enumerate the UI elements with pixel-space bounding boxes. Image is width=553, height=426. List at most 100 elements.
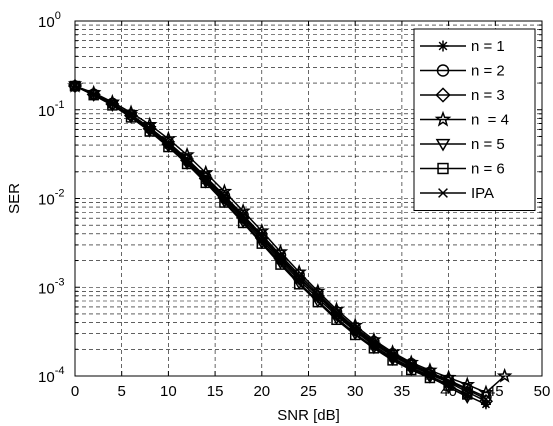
y-tick-base: 10 [38,103,55,120]
x-marker [444,376,454,386]
diamond-marker [435,87,451,103]
legend-label: n = 3 [471,87,505,104]
square-marker [312,296,324,308]
x-tick-label: 35 [394,383,411,400]
square-marker [437,162,449,175]
diamond-marker [478,394,494,409]
circle-marker [312,287,324,300]
circle-marker [368,335,380,348]
triangle-down-marker [292,278,306,290]
legend-label: IPA [471,185,494,202]
x-marker [313,290,323,300]
legend-label: n = 4 [471,112,509,129]
star-marker [179,146,195,162]
x-tick-label: 20 [253,383,270,400]
legend-entry: IPA [420,185,494,202]
y-tick-label: 10-4 [38,365,64,386]
x-marker [350,324,360,334]
triangle-down-marker [236,216,250,229]
asterisk-marker [437,40,449,52]
star-marker [478,384,494,400]
square-marker [293,279,305,290]
star-marker [291,263,307,279]
legend-label: n = 5 [471,136,505,153]
square-marker [88,89,99,101]
x-tick-label: 10 [160,383,177,400]
y-tick-label: 10-2 [38,188,64,209]
square-marker [349,329,361,341]
circle-marker [330,305,343,318]
square-marker [275,259,286,270]
y-tick-exponent: -4 [55,365,65,377]
series-layer [67,77,513,410]
x-marker [331,308,342,318]
y-tick-exponent: -1 [55,99,65,111]
x-marker [369,338,379,348]
star-marker [310,283,326,298]
legend-label: n = 6 [471,161,505,178]
circle-marker [436,64,450,77]
square-marker [256,238,268,249]
y-tick-exponent: 0 [55,10,61,22]
star-marker [434,110,452,127]
legend-entry: n = 2 [420,63,505,80]
square-marker [237,217,249,229]
star-marker [459,376,476,392]
triangle-down-marker [273,257,288,270]
x-marker [107,99,117,109]
x-tick-label: 30 [347,383,364,400]
star-marker [254,222,270,238]
y-tick-exponent: -3 [55,276,65,288]
legend-entry: n = 4 [420,110,509,129]
legend-entry: n = 3 [420,87,505,104]
x-tick-label: 50 [534,383,551,400]
legend-entry: n = 1 [420,38,505,55]
x-marker [201,173,211,183]
x-tick-label: 15 [207,383,224,400]
legend-label: n = 2 [471,63,505,80]
y-tick-label: 10-1 [38,99,64,120]
y-tick-base: 10 [38,280,55,297]
x-marker [406,360,416,370]
x-marker [388,350,398,360]
legend-entry: n = 5 [420,136,505,153]
x-marker [275,252,286,262]
x-marker [257,232,267,242]
triangle-down-marker [460,392,475,404]
square-marker [107,100,118,111]
x-marker [145,123,155,133]
star-marker [235,202,251,218]
triangle-down-marker [435,138,451,152]
y-tick-label: 10-3 [38,276,64,297]
x-marker [182,154,192,165]
y-tick-exponent: -2 [55,188,65,200]
x-marker [219,192,229,202]
y-tick-base: 10 [38,192,55,209]
square-marker [331,314,342,326]
legend: n = 1 n = 2 n = 3 n = 4 n = 5 n = 6 IPA [413,28,536,211]
y-tick-base: 10 [38,14,55,31]
x-marker [163,138,173,148]
y-axis-title: SER [6,183,23,214]
series-7 [70,81,491,404]
x-marker [89,89,99,99]
legend-entry: n = 6 [420,161,505,178]
star-marker [328,301,345,317]
x-tick-label: 5 [118,383,126,400]
x-tick-label: 0 [71,383,79,400]
square-marker [219,197,230,208]
x-marker [462,385,472,395]
y-tick-base: 10 [38,369,55,386]
legend-label: n = 1 [471,38,505,55]
triangle-down-marker [441,382,456,395]
x-tick-label: 40 [440,383,457,400]
star-marker [216,183,233,199]
x-tick-label: 25 [300,383,317,400]
x-marker [294,272,304,282]
x-marker [126,110,136,120]
star-marker [197,164,214,180]
series-line [74,85,468,396]
x-marker [438,188,448,198]
